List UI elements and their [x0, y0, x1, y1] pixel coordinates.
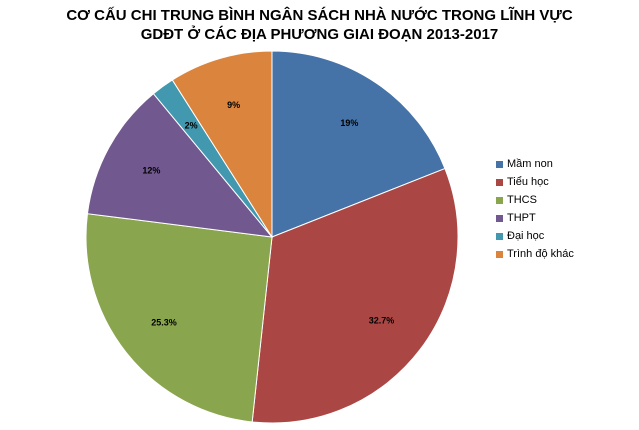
pie-slice-tieu-hoc: [251, 167, 459, 424]
legend-item-trinh-do-khac: Trình độ khác: [496, 246, 574, 262]
legend-item-tieu-hoc: Tiểu học: [496, 174, 574, 190]
data-label-tieu-hoc: 32.7%: [369, 315, 395, 325]
legend-item-thpt: THPT: [496, 210, 574, 226]
legend-label: Mầm non: [507, 158, 553, 170]
legend-item-thcs: THCS: [496, 192, 574, 208]
legend-swatch: [496, 178, 503, 186]
legend-label: Đại học: [507, 230, 545, 242]
data-label-thpt: 12%: [142, 166, 160, 176]
chart-title-line-2: GDĐT Ở CÁC ĐỊA PHƯƠNG GIAI ĐOẠN 2013-201…: [140, 26, 499, 43]
legend-swatch: [496, 214, 503, 222]
legend-label: THPT: [507, 212, 536, 224]
legend-label: THCS: [507, 194, 537, 206]
legend-item-dai-hoc: Đại học: [496, 228, 574, 244]
chart-legend: Mầm non Tiểu học THCS THPT Đại học Trình độ k…: [496, 156, 574, 264]
pie-slice-mam-non: [271, 50, 446, 238]
pie-slice-thcs: [85, 213, 273, 423]
data-label-mam-non: 19%: [340, 118, 358, 128]
pie-slice-thpt: [86, 92, 274, 238]
legend-label: Tiểu học: [507, 176, 549, 188]
chart-title-line-1: CƠ CẤU CHI TRUNG BÌNH NGÂN SÁCH NHÀ NƯỚC…: [66, 7, 573, 24]
data-label-dai-hoc: 2%: [185, 121, 198, 131]
data-label-trinh-do-khac: 9%: [227, 100, 240, 110]
chart-title: CƠ CẤU CHI TRUNG BÌNH NGÂN SÁCH NHÀ NƯỚC…: [0, 6, 639, 44]
legend-swatch: [496, 160, 503, 168]
legend-label: Trình độ khác: [507, 248, 574, 260]
legend-swatch: [496, 250, 503, 258]
pie-slice-trinh-do-khac: [171, 50, 273, 239]
data-label-thcs: 25.3%: [151, 317, 177, 327]
legend-swatch: [496, 232, 503, 240]
legend-swatch: [496, 196, 503, 204]
legend-item-mam-non: Mầm non: [496, 156, 574, 172]
